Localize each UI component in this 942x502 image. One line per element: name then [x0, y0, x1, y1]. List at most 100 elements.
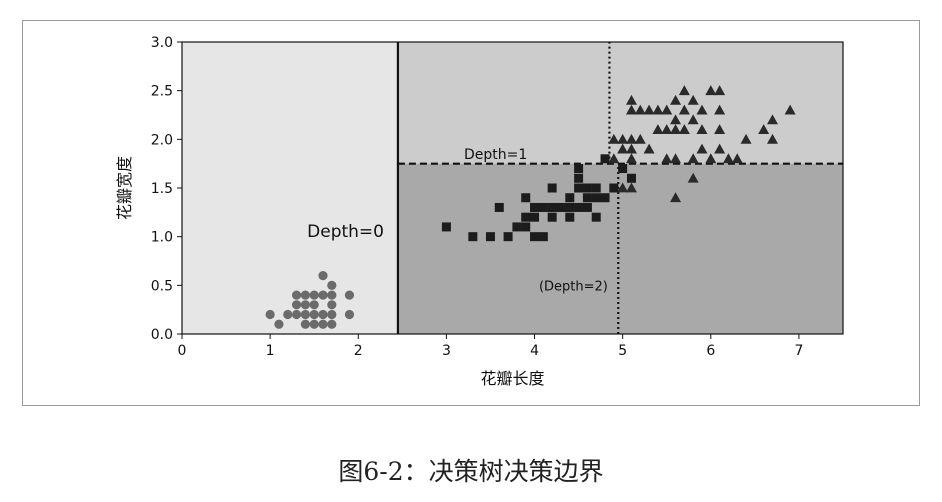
- point-triangle-47: [696, 143, 708, 154]
- point-triangle-18: [661, 124, 673, 134]
- point-triangle-33: [705, 153, 717, 164]
- point-triangle-3: [617, 133, 629, 144]
- point-square-0: [441, 222, 451, 232]
- point-square-5: [512, 222, 522, 232]
- point-triangle-0: [608, 133, 620, 144]
- decision-boundary-chart: 0 1 2 3 4 5 6 70.00.51.01.52.02.53.0 Depth=0Dep…: [115, 35, 844, 388]
- point-square-24: [574, 164, 584, 174]
- point-square-35: [626, 173, 636, 183]
- y-tick-label: 0.5: [151, 278, 173, 294]
- point-triangle-29: [687, 114, 699, 125]
- y-tick-label: 2.5: [151, 84, 173, 100]
- point-square-13: [538, 202, 548, 212]
- point-triangle-23: [670, 114, 682, 125]
- point-triangle-1: [608, 153, 620, 164]
- boundary-label-layer: Depth=0 Depth=1 (Depth=2): [307, 147, 608, 294]
- point-circle-15: [318, 271, 328, 281]
- point-triangle-5: [625, 182, 637, 193]
- x-axis-label: 花瓣长度: [480, 369, 544, 388]
- point-triangle-2: [617, 182, 629, 193]
- point-triangle-26: [678, 104, 690, 115]
- point-circle-11: [309, 300, 319, 310]
- point-triangle-21: [670, 153, 682, 164]
- point-square-7: [521, 212, 531, 222]
- boundary-label-2: (Depth=2): [539, 279, 608, 294]
- point-triangle-24: [670, 94, 682, 105]
- point-square-6: [521, 222, 531, 232]
- point-triangle-12: [634, 104, 646, 115]
- points-layer: [265, 85, 796, 329]
- point-circle-19: [327, 280, 337, 290]
- point-triangle-11: [634, 133, 646, 144]
- point-triangle-38: [731, 153, 743, 164]
- point-square-25: [582, 202, 592, 212]
- point-square-22: [574, 183, 584, 193]
- point-triangle-46: [722, 153, 734, 164]
- point-triangle-37: [714, 85, 726, 96]
- point-triangle-45: [714, 124, 726, 134]
- y-tick-label: 1.0: [151, 230, 173, 246]
- point-circle-20: [344, 309, 355, 320]
- point-square-27: [582, 183, 592, 193]
- point-square-1: [468, 232, 478, 242]
- point-triangle-28: [687, 153, 699, 164]
- y-tick-label: 2.0: [151, 132, 173, 148]
- x-tick-label: 6: [706, 343, 715, 359]
- point-triangle-19: [661, 104, 673, 115]
- x-tick-label: 1: [266, 343, 275, 359]
- point-triangle-40: [758, 124, 770, 134]
- y-axis-label: 花瓣宽度: [115, 156, 134, 220]
- point-square-23: [574, 173, 584, 183]
- point-square-33: [609, 183, 619, 193]
- boundary-label-1: Depth=1: [464, 147, 527, 163]
- point-triangle-20: [670, 192, 682, 203]
- x-tick-label: 2: [354, 343, 363, 359]
- point-circle-8: [300, 300, 310, 310]
- point-circle-4: [291, 300, 302, 310]
- point-triangle-6: [625, 153, 637, 164]
- point-triangle-7: [625, 143, 637, 154]
- point-square-19: [565, 202, 575, 212]
- point-triangle-17: [661, 153, 673, 164]
- figure-frame: 0 1 2 3 4 5 6 7 0.0 0.5 1.0 1.5 2.0 2.5 3.0 Depth=0 Dep…: [22, 20, 920, 406]
- point-triangle-44: [687, 172, 699, 183]
- figure-caption: 图6-2：决策树决策边界: [338, 457, 604, 486]
- point-triangle-41: [766, 133, 778, 144]
- x-tick-label: 3: [442, 343, 451, 359]
- x-tick-label: 0: [178, 343, 187, 359]
- point-triangle-34: [705, 85, 717, 96]
- y-tick-label: 0.0: [151, 327, 173, 343]
- point-circle-23: [300, 290, 310, 300]
- point-triangle-8: [625, 133, 637, 144]
- point-circle-18: [327, 290, 337, 300]
- point-triangle-27: [678, 85, 690, 96]
- point-square-28: [591, 212, 601, 222]
- point-triangle-14: [643, 104, 655, 115]
- point-square-31: [600, 193, 610, 203]
- point-triangle-30: [687, 94, 699, 105]
- point-circle-7: [300, 309, 310, 320]
- point-square-12: [538, 232, 548, 242]
- point-circle-24: [327, 319, 337, 329]
- point-triangle-32: [696, 104, 708, 115]
- decision-region-1: [397, 42, 843, 164]
- y-tick-label: 1.5: [151, 181, 173, 197]
- point-circle-10: [309, 309, 319, 320]
- point-circle-21: [344, 290, 355, 300]
- point-circle-22: [318, 319, 328, 329]
- point-square-18: [565, 212, 575, 222]
- point-triangle-9: [625, 104, 637, 115]
- point-circle-1: [274, 319, 284, 329]
- point-square-34: [618, 164, 628, 174]
- point-triangle-15: [652, 124, 664, 134]
- point-square-10: [530, 212, 540, 222]
- point-square-14: [547, 212, 557, 222]
- point-circle-9: [309, 319, 319, 329]
- point-square-29: [591, 193, 601, 203]
- point-square-11: [530, 202, 540, 212]
- point-square-20: [565, 193, 575, 203]
- y-tick-label: 3.0: [151, 35, 173, 51]
- decision-region-0: [182, 42, 398, 334]
- point-square-8: [521, 193, 531, 203]
- point-triangle-13: [643, 143, 655, 154]
